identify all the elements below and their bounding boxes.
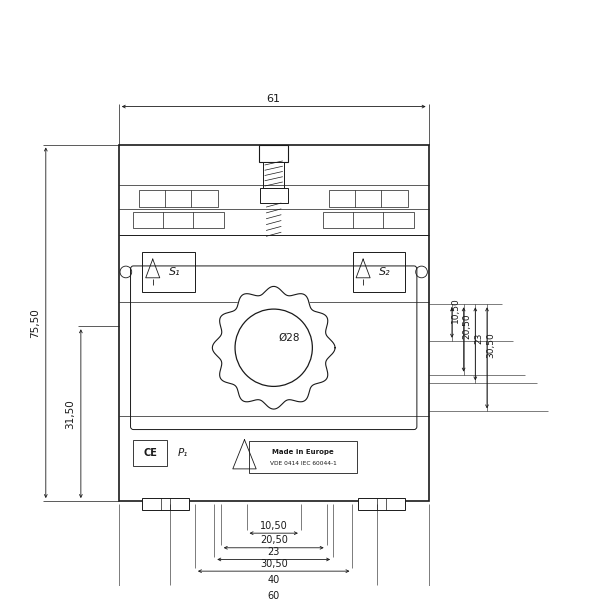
Text: 23: 23 <box>475 332 484 344</box>
Text: 10,50: 10,50 <box>260 521 287 530</box>
Text: 30,50: 30,50 <box>260 559 287 569</box>
Bar <box>329 190 408 207</box>
Text: 61: 61 <box>267 94 281 104</box>
Text: 75,50: 75,50 <box>30 308 40 338</box>
Bar <box>133 212 224 228</box>
Text: P₁: P₁ <box>178 448 188 458</box>
Bar <box>260 188 288 203</box>
Text: 10,50: 10,50 <box>451 297 460 323</box>
Text: 20,50: 20,50 <box>463 314 472 340</box>
Text: VDE 0414 IEC 60044-1: VDE 0414 IEC 60044-1 <box>269 461 337 466</box>
Text: 31,50: 31,50 <box>65 399 76 428</box>
Text: S₁: S₁ <box>169 267 181 277</box>
Text: 30,50: 30,50 <box>486 332 495 358</box>
Polygon shape <box>212 286 335 409</box>
Circle shape <box>235 309 313 386</box>
Bar <box>133 440 167 466</box>
Bar <box>358 498 405 510</box>
Text: 40: 40 <box>268 575 280 585</box>
Bar <box>265 293 283 312</box>
Bar <box>142 252 195 292</box>
Text: 60: 60 <box>268 590 280 600</box>
Bar <box>323 212 414 228</box>
Bar <box>249 441 357 473</box>
Bar <box>119 145 428 501</box>
Bar <box>263 162 284 188</box>
Text: S₂: S₂ <box>379 267 391 277</box>
Text: CE: CE <box>143 448 157 458</box>
Bar <box>139 190 218 207</box>
Text: Made in Europe: Made in Europe <box>272 449 334 455</box>
Text: Ø28: Ø28 <box>278 333 300 343</box>
Text: 20,50: 20,50 <box>260 535 287 545</box>
Bar <box>142 498 189 510</box>
Bar <box>353 252 405 292</box>
Bar <box>259 145 289 162</box>
Text: 23: 23 <box>268 547 280 557</box>
